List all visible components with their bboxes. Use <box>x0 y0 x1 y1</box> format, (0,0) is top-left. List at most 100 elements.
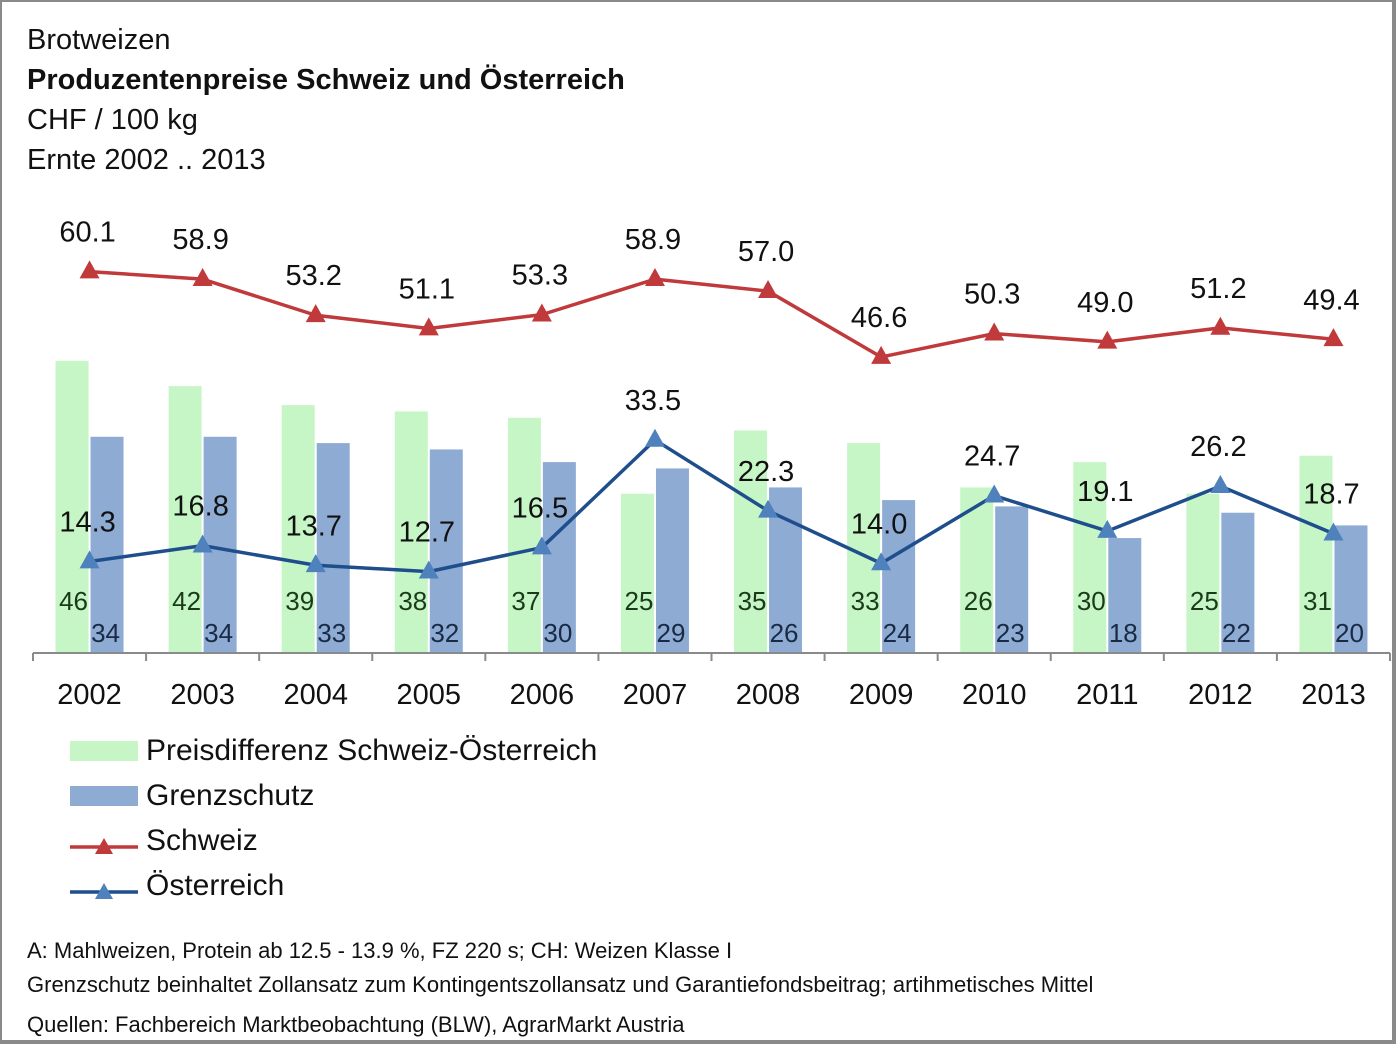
data-label-preisdifferenz-2008: 35 <box>738 586 767 616</box>
data-label-preisdifferenz-2007: 25 <box>624 586 653 616</box>
data-label-schweiz-2002: 60.1 <box>59 217 115 249</box>
marker-oesterreich-2011 <box>1097 519 1118 538</box>
marker-schweiz-2007 <box>644 268 665 287</box>
data-label-schweiz-2004: 53.2 <box>285 260 341 292</box>
x-tick-label-2004: 2004 <box>283 679 348 711</box>
bar-grenzschutz-2003 <box>203 436 237 652</box>
x-tick-label-2010: 2010 <box>962 679 1027 711</box>
x-tick-label-2003: 2003 <box>170 679 235 711</box>
bar-grenzschutz-2007 <box>655 468 689 652</box>
data-label-grenzschutz-2009: 24 <box>883 618 912 648</box>
data-label-grenzschutz-2012: 22 <box>1222 618 1251 648</box>
data-label-schweiz-2006: 53.3 <box>512 260 568 292</box>
legend-item-oesterreich: Österreich <box>70 863 597 908</box>
data-label-schweiz-2005: 51.1 <box>399 274 455 306</box>
legend-swatch-grenzschutz <box>70 785 138 806</box>
x-tick-label-2005: 2005 <box>397 679 462 711</box>
footnotes: A: Mahlweizen, Protein ab 12.5 - 13.9 %,… <box>27 934 1093 1042</box>
legend-item-schweiz: Schweiz <box>70 818 597 863</box>
chart-subtitle-top: Brotweizen <box>27 24 171 56</box>
data-label-oesterreich-2003: 16.8 <box>172 491 228 523</box>
data-label-oesterreich-2005: 12.7 <box>399 517 455 549</box>
legend-item-preisdifferenz: Preisdifferenz Schweiz-Österreich <box>70 728 597 773</box>
data-label-oesterreich-2002: 14.3 <box>59 506 115 538</box>
data-label-preisdifferenz-2011: 30 <box>1077 586 1106 616</box>
bar-grenzschutz-2012 <box>1221 512 1255 652</box>
data-label-oesterreich-2007: 33.5 <box>625 385 681 417</box>
data-label-schweiz-2003: 58.9 <box>172 224 228 256</box>
marker-oesterreich-2004 <box>305 554 326 573</box>
bar-preisdifferenz-2003 <box>168 386 202 652</box>
legend-line-oesterreich-icon <box>70 882 138 899</box>
data-label-oesterreich-2011: 19.1 <box>1077 476 1133 508</box>
marker-schweiz-2004 <box>305 304 326 323</box>
bar-preisdifferenz-2013 <box>1299 455 1333 652</box>
data-label-grenzschutz-2007: 29 <box>656 618 685 648</box>
title-block: Brotweizen Produzentenpreise Schweiz und… <box>27 20 625 180</box>
data-label-preisdifferenz-2013: 31 <box>1303 586 1332 616</box>
marker-schweiz-2013 <box>1323 328 1344 347</box>
legend-label-oesterreich: Österreich <box>146 869 285 902</box>
legend-label-schweiz: Schweiz <box>146 824 258 857</box>
legend-swatch-schweiz <box>70 831 138 854</box>
chart-unit: CHF / 100 kg <box>27 104 198 136</box>
footnote-2: Grenzschutz beinhaltet Zollansatz zum Ko… <box>27 972 1094 997</box>
data-label-grenzschutz-2010: 23 <box>996 618 1025 648</box>
marker-schweiz-2005 <box>418 317 439 336</box>
bar-preisdifferenz-2005 <box>394 411 428 652</box>
marker-oesterreich-2003 <box>192 534 213 553</box>
data-label-oesterreich-2004: 13.7 <box>285 510 341 542</box>
marker-schweiz-2010 <box>984 322 1005 341</box>
data-label-oesterreich-2010: 24.7 <box>964 441 1020 473</box>
bar-preisdifferenz-2008 <box>734 430 768 652</box>
bar-preisdifferenz-2007 <box>620 493 654 652</box>
legend-item-grenzschutz: Grenzschutz <box>70 773 597 818</box>
legend-label-grenzschutz: Grenzschutz <box>146 779 315 812</box>
data-label-preisdifferenz-2012: 25 <box>1190 586 1219 616</box>
data-label-grenzschutz-2005: 32 <box>430 618 459 648</box>
data-label-preisdifferenz-2003: 42 <box>172 586 201 616</box>
data-label-preisdifferenz-2009: 33 <box>851 586 880 616</box>
data-label-grenzschutz-2002: 34 <box>91 618 120 648</box>
legend-line-schweiz-icon <box>70 837 138 854</box>
legend-swatch-preisdifferenz <box>70 740 138 761</box>
data-label-oesterreich-2012: 26.2 <box>1190 431 1246 463</box>
data-label-grenzschutz-2013: 20 <box>1335 618 1364 648</box>
data-label-oesterreich-2006: 16.5 <box>512 493 568 525</box>
footnote-1: A: Mahlweizen, Protein ab 12.5 - 13.9 %,… <box>27 938 733 963</box>
data-label-preisdifferenz-2005: 38 <box>398 586 427 616</box>
chart-plot: 2002 2003 2004 2005 2006 2007 2008 2009 2010 2011… <box>32 217 1391 711</box>
x-tick-label-2002: 2002 <box>57 679 122 711</box>
marker-oesterreich-2005 <box>418 560 439 579</box>
data-label-grenzschutz-2006: 30 <box>543 618 572 648</box>
bar-grenzschutz-2006 <box>542 462 576 652</box>
marker-oesterreich-2007 <box>644 428 665 447</box>
data-label-oesterreich-2008: 22.3 <box>738 456 794 488</box>
data-label-grenzschutz-2003: 34 <box>204 618 233 648</box>
marker-oesterreich-2006 <box>531 536 552 555</box>
bar-grenzschutz-2010 <box>995 506 1029 652</box>
bar-preisdifferenz-2006 <box>507 417 541 652</box>
marker-schweiz-2006 <box>531 303 552 322</box>
data-label-grenzschutz-2004: 33 <box>317 618 346 648</box>
chart-legend: Preisdifferenz Schweiz-Österreich Grenzs… <box>70 728 597 908</box>
legend-swatch-oesterreich <box>70 876 138 899</box>
data-label-schweiz-2011: 49.0 <box>1077 287 1133 319</box>
chart-range: Ernte 2002 .. 2013 <box>27 144 266 176</box>
data-label-schweiz-2013: 49.4 <box>1303 284 1359 316</box>
bar-grenzschutz-2013 <box>1334 525 1368 652</box>
bar-preisdifferenz-2002 <box>55 360 89 652</box>
x-tick-label-2009: 2009 <box>849 679 914 711</box>
bar-grenzschutz-2005 <box>429 449 463 652</box>
marker-schweiz-2002 <box>79 260 100 279</box>
data-label-grenzschutz-2011: 18 <box>1109 618 1138 648</box>
bar-preisdifferenz-2010 <box>960 487 994 652</box>
bar-grenzschutz-2009 <box>882 500 916 652</box>
data-label-preisdifferenz-2004: 39 <box>285 586 314 616</box>
bar-preisdifferenz-2004 <box>281 405 315 652</box>
bar-preisdifferenz-2009 <box>847 443 881 652</box>
data-label-schweiz-2008: 57.0 <box>738 236 794 268</box>
data-label-schweiz-2007: 58.9 <box>625 224 681 256</box>
data-label-preisdifferenz-2010: 26 <box>964 586 993 616</box>
bar-preisdifferenz-2011 <box>1073 462 1107 652</box>
